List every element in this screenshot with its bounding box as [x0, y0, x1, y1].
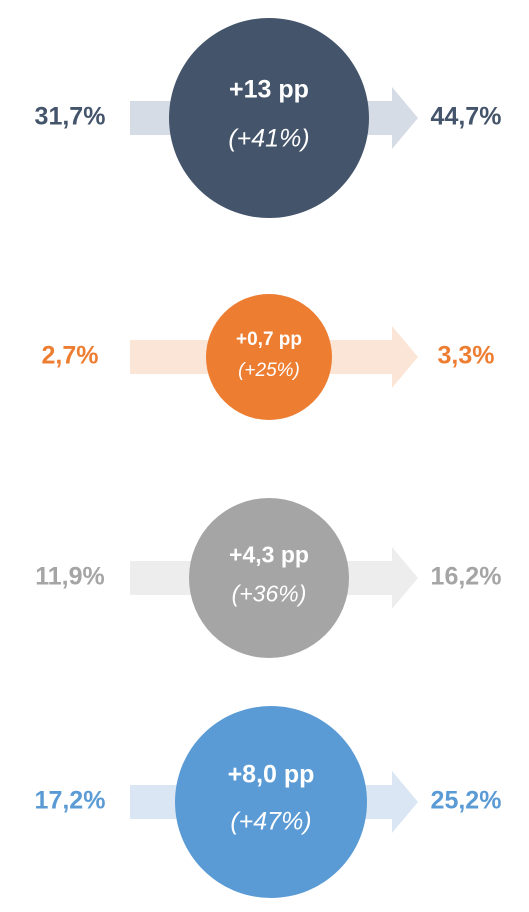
- from-value: 31,7%: [35, 103, 106, 131]
- to-value: 44,7%: [431, 103, 502, 131]
- absolute-change: +8,0 pp: [228, 761, 315, 789]
- change-row: 2,7% 3,3% +0,7 pp (+25%): [42, 294, 495, 420]
- relative-change: (+36%): [232, 581, 307, 607]
- from-value: 11,9%: [35, 563, 105, 591]
- to-value: 25,2%: [431, 787, 502, 815]
- change-row: 11,9% 16,2% +4,3 pp (+36%): [35, 498, 501, 658]
- relative-change: (+41%): [228, 125, 309, 153]
- change-circle: [189, 498, 349, 658]
- absolute-change: +13 pp: [229, 76, 309, 104]
- change-circle: [175, 706, 367, 898]
- change-row: 17,2% 25,2% +8,0 pp (+47%): [35, 706, 502, 898]
- to-value: 16,2%: [431, 563, 502, 591]
- to-value: 3,3%: [438, 342, 495, 370]
- absolute-change: +4,3 pp: [229, 541, 309, 567]
- relative-change: (+47%): [230, 808, 311, 836]
- change-circle: [206, 294, 332, 420]
- relative-change: (+25%): [238, 360, 300, 381]
- change-row: 31,7% 44,7% +13 pp (+41%): [35, 18, 502, 218]
- from-value: 2,7%: [42, 342, 99, 370]
- change-circle: [169, 18, 369, 218]
- from-value: 17,2%: [35, 787, 106, 815]
- absolute-change: +0,7 pp: [236, 329, 302, 350]
